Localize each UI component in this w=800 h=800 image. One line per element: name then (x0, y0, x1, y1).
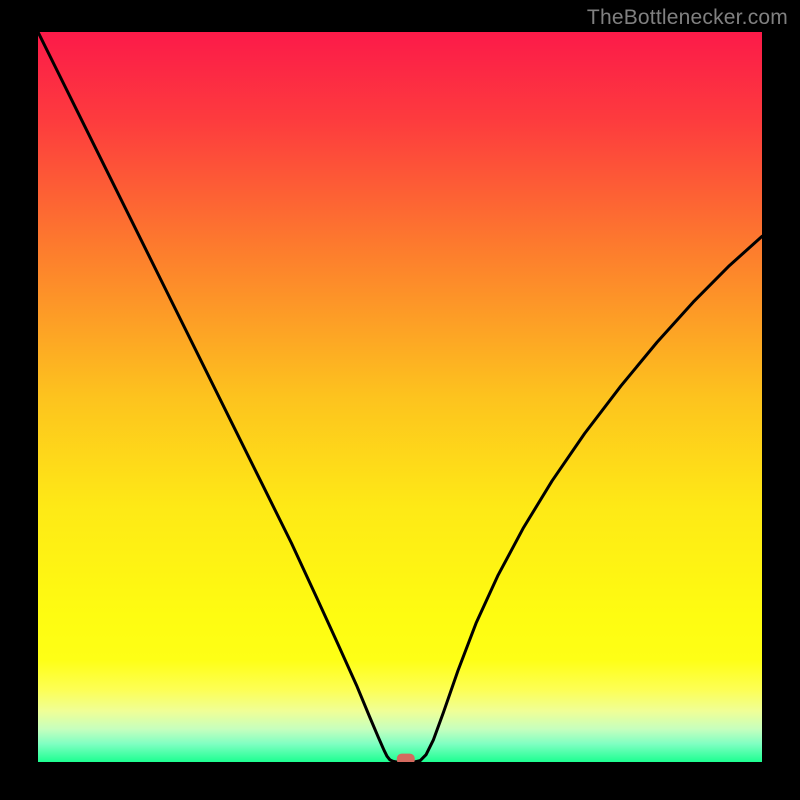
bottleneck-chart (38, 32, 762, 762)
gradient-background (38, 32, 762, 762)
watermark-text: TheBottlenecker.com (587, 6, 788, 30)
optimal-point-marker (397, 754, 415, 762)
chart-frame: TheBottlenecker.com (0, 0, 800, 800)
